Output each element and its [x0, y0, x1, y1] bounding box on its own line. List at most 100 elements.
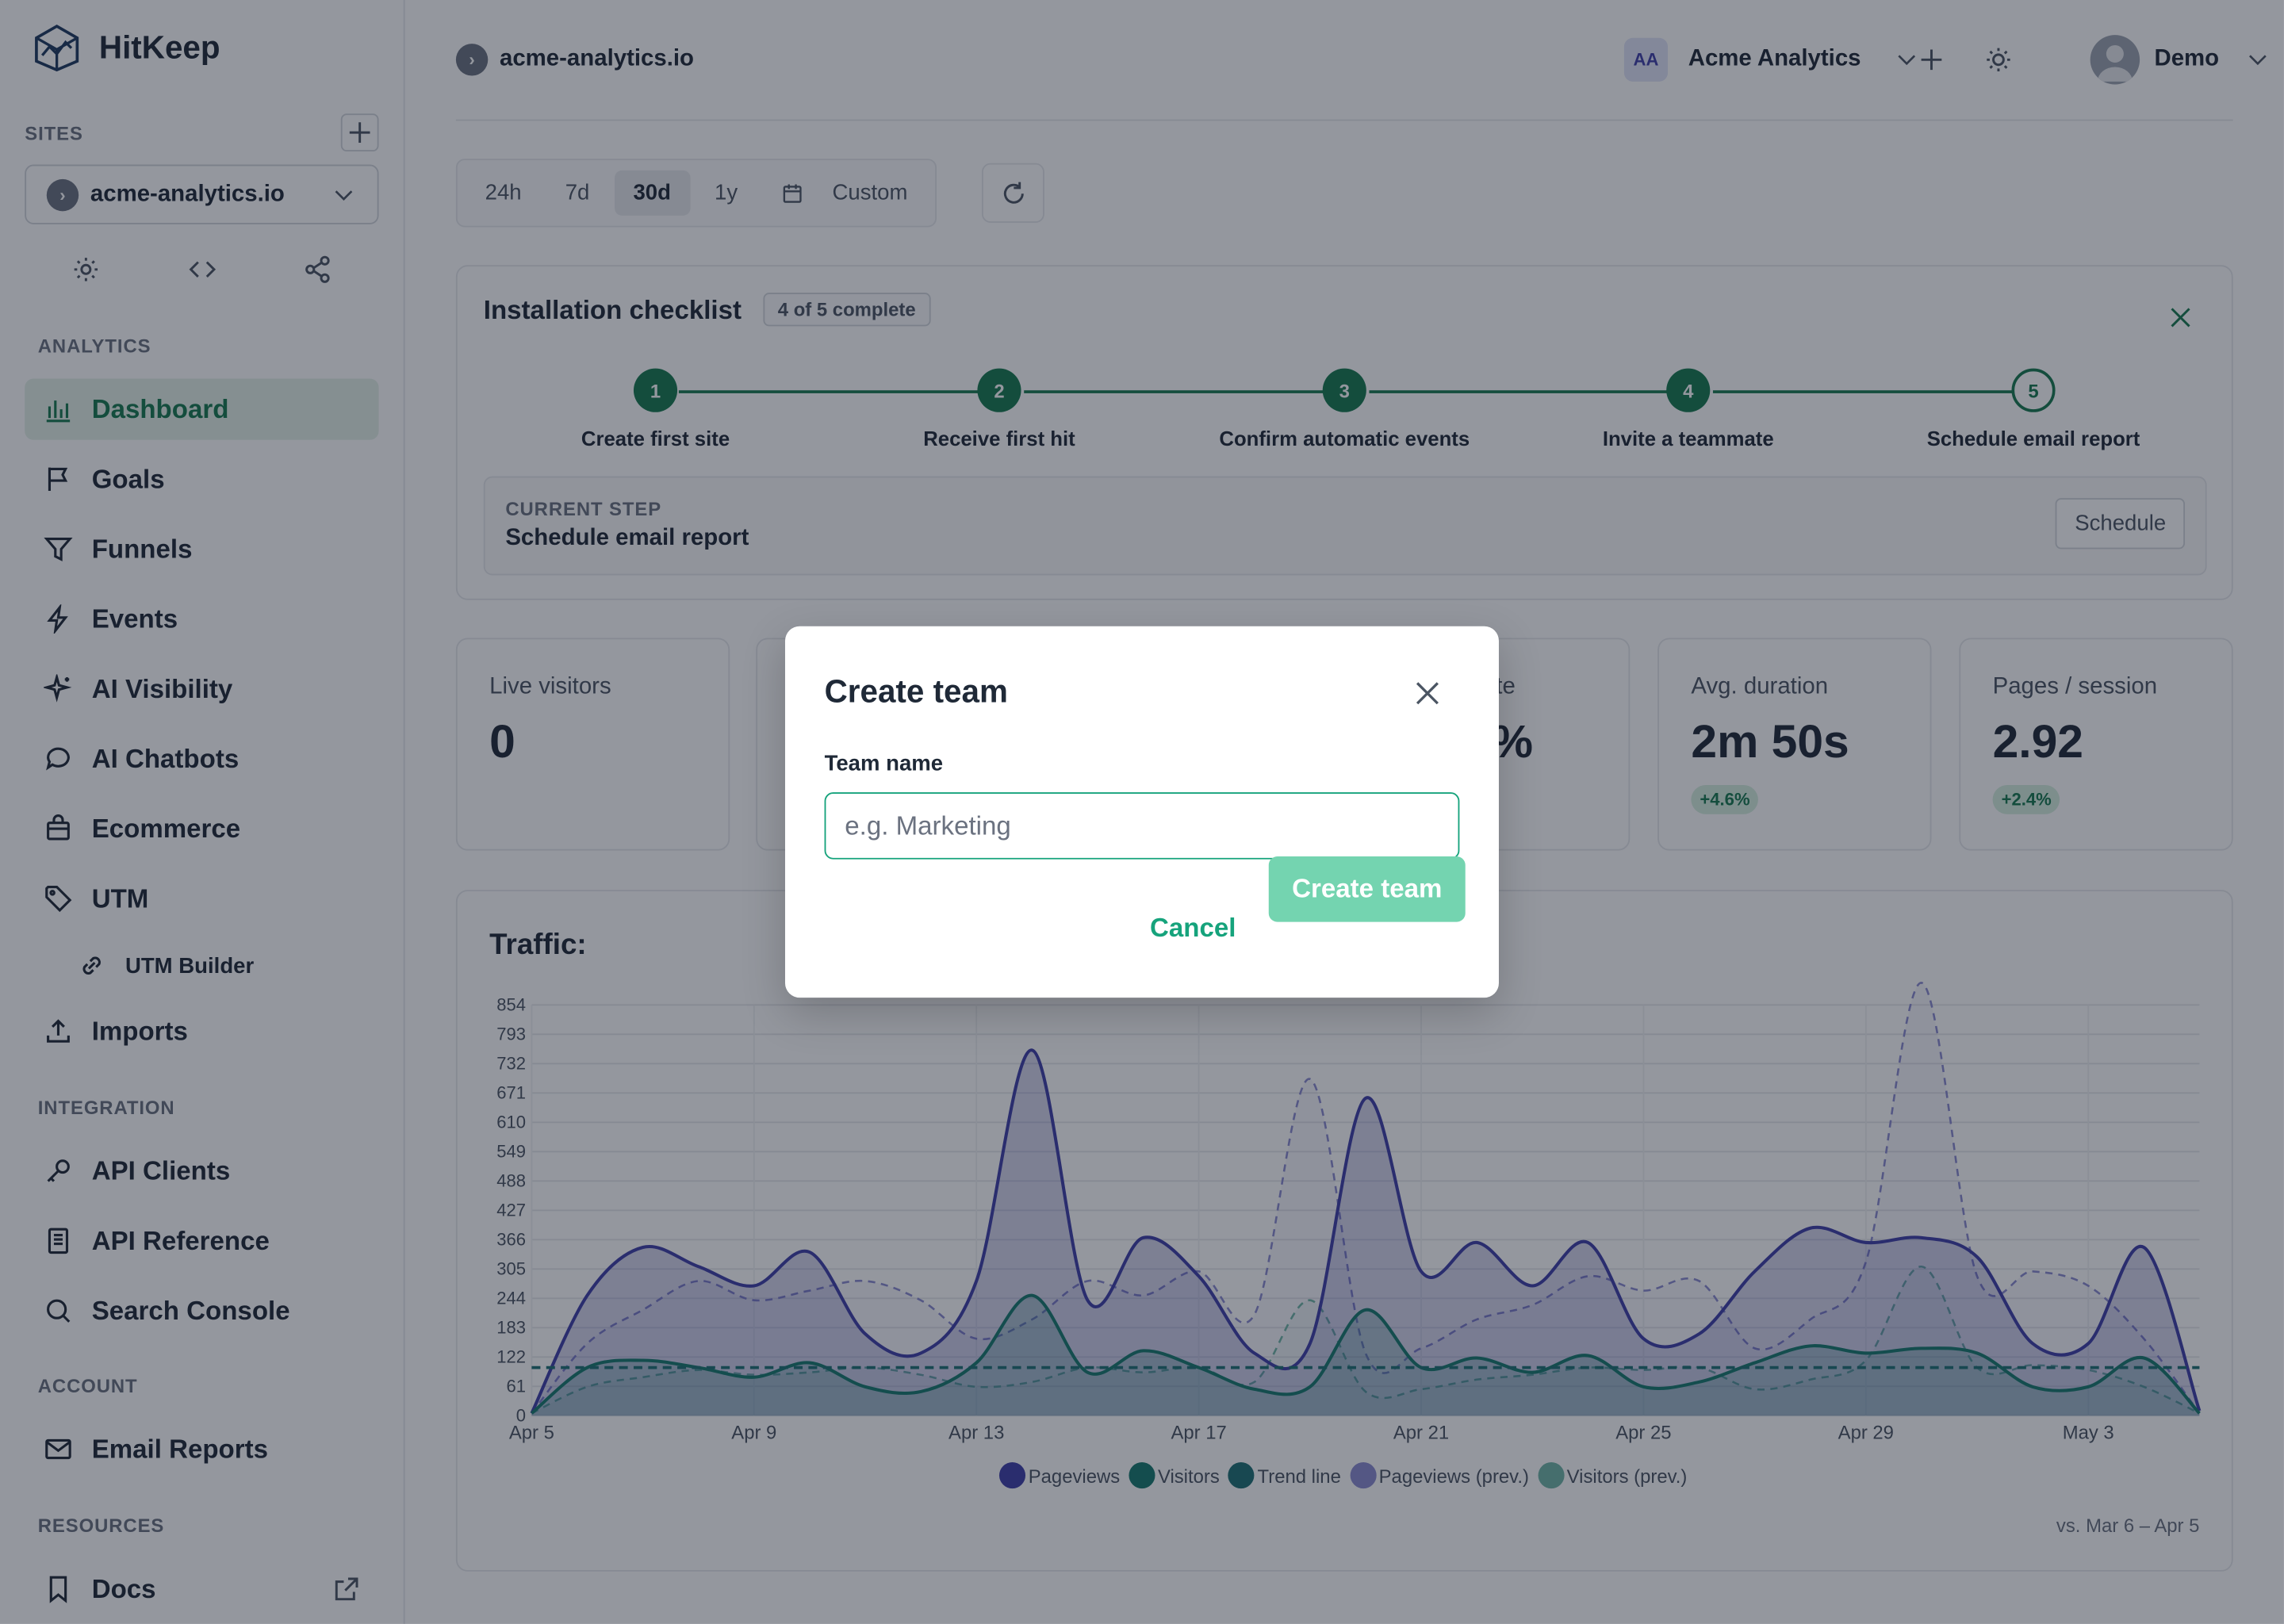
- x-tick-label: Apr 17: [1171, 1423, 1226, 1444]
- sidebar-item-ecommerce[interactable]: Ecommerce: [25, 799, 378, 860]
- stat-card-live-visitors[interactable]: Live visitors 0: [455, 638, 730, 851]
- sidebar-item-goals[interactable]: Goals: [25, 449, 378, 510]
- schedule-button[interactable]: Schedule: [2056, 498, 2186, 550]
- cancel-button[interactable]: Cancel: [1135, 906, 1251, 949]
- plus-icon: [349, 122, 370, 143]
- step-connector: [678, 390, 979, 393]
- sidebar-item-funnels[interactable]: Funnels: [25, 519, 378, 580]
- modal-title: Create team: [824, 672, 1008, 710]
- step-connector: [1369, 390, 1669, 393]
- team-avatar: AA: [1623, 37, 1669, 82]
- step-label: Create first site: [581, 427, 730, 450]
- flag-icon: [42, 463, 74, 495]
- comparison-label: vs. Mar 6 – Apr 5: [2056, 1515, 2200, 1537]
- key-icon: [42, 1155, 74, 1187]
- team-switcher[interactable]: AA Acme Analytics: [1623, 37, 1919, 82]
- dismiss-checklist-button[interactable]: [2162, 299, 2200, 337]
- mail-icon: [42, 1433, 74, 1465]
- sidebar-item-label: Email Reports: [91, 1434, 269, 1463]
- legend-swatch: [1349, 1462, 1376, 1489]
- sidebar-item-ai-chatbots[interactable]: AI Chatbots: [25, 728, 378, 789]
- team-name-input[interactable]: [824, 792, 1460, 860]
- sidebar-item-imports[interactable]: Imports: [25, 1001, 378, 1062]
- theme-toggle-button[interactable]: [1979, 40, 2018, 79]
- checklist-step[interactable]: 3 Confirm automatic events: [1213, 368, 1476, 450]
- legend-label[interactable]: Pageviews (prev.): [1378, 1464, 1529, 1487]
- checklist-step[interactable]: 1 Create first site: [524, 368, 787, 450]
- chevron-down-icon: [335, 190, 353, 201]
- user-menu[interactable]: Demo: [2090, 35, 2272, 85]
- sidebar-item-email-reports[interactable]: Email Reports: [25, 1419, 378, 1480]
- legend-label[interactable]: Visitors (prev.): [1566, 1464, 1688, 1487]
- range-custom[interactable]: Custom: [762, 160, 945, 226]
- range-30d[interactable]: 30d: [614, 170, 690, 216]
- team-name: Acme Analytics: [1688, 46, 1861, 71]
- modal-close-button[interactable]: [1408, 674, 1447, 712]
- create-team-button[interactable]: Create team: [1268, 856, 1466, 922]
- checklist-step[interactable]: 4 Invite a teammate: [1557, 368, 1819, 450]
- calendar-icon: [784, 183, 803, 202]
- integration-section-label: INTEGRATION: [37, 1097, 175, 1119]
- legend-swatch: [998, 1462, 1026, 1489]
- sidebar-item-utm-builder[interactable]: UTM Builder: [58, 935, 378, 996]
- checklist-step[interactable]: 5 Schedule email report: [1903, 368, 2165, 450]
- share-button[interactable]: [299, 251, 337, 289]
- sidebar-item-search-console[interactable]: Search Console: [25, 1280, 378, 1341]
- add-button[interactable]: [1913, 40, 1951, 79]
- sidebar-item-docs[interactable]: Docs: [25, 1558, 378, 1619]
- series-area: [531, 1266, 2200, 1416]
- plus-icon: [1921, 49, 1942, 71]
- range-1y[interactable]: 1y: [715, 180, 738, 205]
- embed-code-button[interactable]: [183, 251, 221, 289]
- breadcrumb[interactable]: › acme-analytics.io: [455, 44, 694, 76]
- refresh-button[interactable]: [981, 163, 1044, 224]
- sidebar-item-label: Ecommerce: [91, 813, 241, 843]
- stat-label: Avg. duration: [1691, 674, 1829, 699]
- site-settings-button[interactable]: [67, 251, 105, 289]
- bar-chart-icon: [42, 393, 74, 425]
- legend-label[interactable]: Visitors: [1157, 1464, 1220, 1487]
- link-icon: [76, 950, 108, 982]
- y-tick-label: 549: [496, 1142, 526, 1162]
- range-24h[interactable]: 24h: [485, 180, 522, 205]
- sidebar-item-utm[interactable]: UTM: [25, 868, 378, 929]
- range-7d[interactable]: 7d: [565, 180, 590, 205]
- bookmark-icon: [42, 1573, 74, 1605]
- tag-icon: [42, 883, 74, 914]
- sidebar-item-events[interactable]: Events: [25, 588, 378, 649]
- stat-card-pages-per-session[interactable]: Pages / session 2.92 +2.4%: [1959, 638, 2233, 851]
- sidebar-item-label: Events: [91, 603, 178, 634]
- sidebar-item-label: Dashboard: [91, 393, 229, 423]
- legend-label[interactable]: Pageviews: [1028, 1464, 1121, 1487]
- site-selector-value: acme-analytics.io: [90, 181, 285, 206]
- traffic-card: Traffic: vs. Mar 6 – Apr 5: [455, 890, 2233, 1572]
- site-selector[interactable]: › acme-analytics.io: [25, 164, 379, 224]
- resources-section-label: RESOURCES: [37, 1515, 165, 1537]
- sidebar-item-ai-visibility[interactable]: AI Visibility: [25, 658, 378, 719]
- bolt-icon: [42, 603, 74, 634]
- main-content: › acme-analytics.io AA Acme Analytics De…: [406, 0, 2284, 1624]
- document-icon: [42, 1225, 74, 1257]
- user-name: Demo: [2154, 46, 2220, 71]
- sidebar-item-api-reference[interactable]: API Reference: [25, 1210, 378, 1271]
- create-team-modal: Create team Team name Cancel Create team: [784, 626, 1499, 998]
- series-line: [531, 1293, 2201, 1415]
- sidebar-item-label: Funnels: [91, 534, 193, 563]
- chevron-down-icon: [2249, 55, 2267, 66]
- sidebar-item-dashboard[interactable]: Dashboard: [25, 378, 379, 440]
- y-tick-label: 0: [516, 1406, 526, 1426]
- add-site-button[interactable]: [340, 113, 379, 152]
- checklist-progress-badge: 4 of 5 complete: [763, 293, 930, 327]
- sidebar-item-api-clients[interactable]: API Clients: [25, 1140, 378, 1201]
- checklist-step[interactable]: 2 Receive first hit: [868, 368, 1131, 450]
- chevron-right-icon: ›: [46, 178, 79, 211]
- x-tick-label: May 3: [2063, 1423, 2114, 1444]
- stat-card-avg-duration[interactable]: Avg. duration 2m 50s +4.6%: [1657, 638, 1932, 851]
- y-tick-label: 610: [496, 1113, 526, 1132]
- series-area: [531, 1295, 2200, 1416]
- legend-label[interactable]: Trend line: [1257, 1464, 1341, 1487]
- app-logo[interactable]: HitKeep: [32, 23, 220, 72]
- series-line: [531, 982, 2201, 1415]
- sidebar: HitKeep SITES › acme-analytics.io ANALYT…: [0, 0, 405, 1624]
